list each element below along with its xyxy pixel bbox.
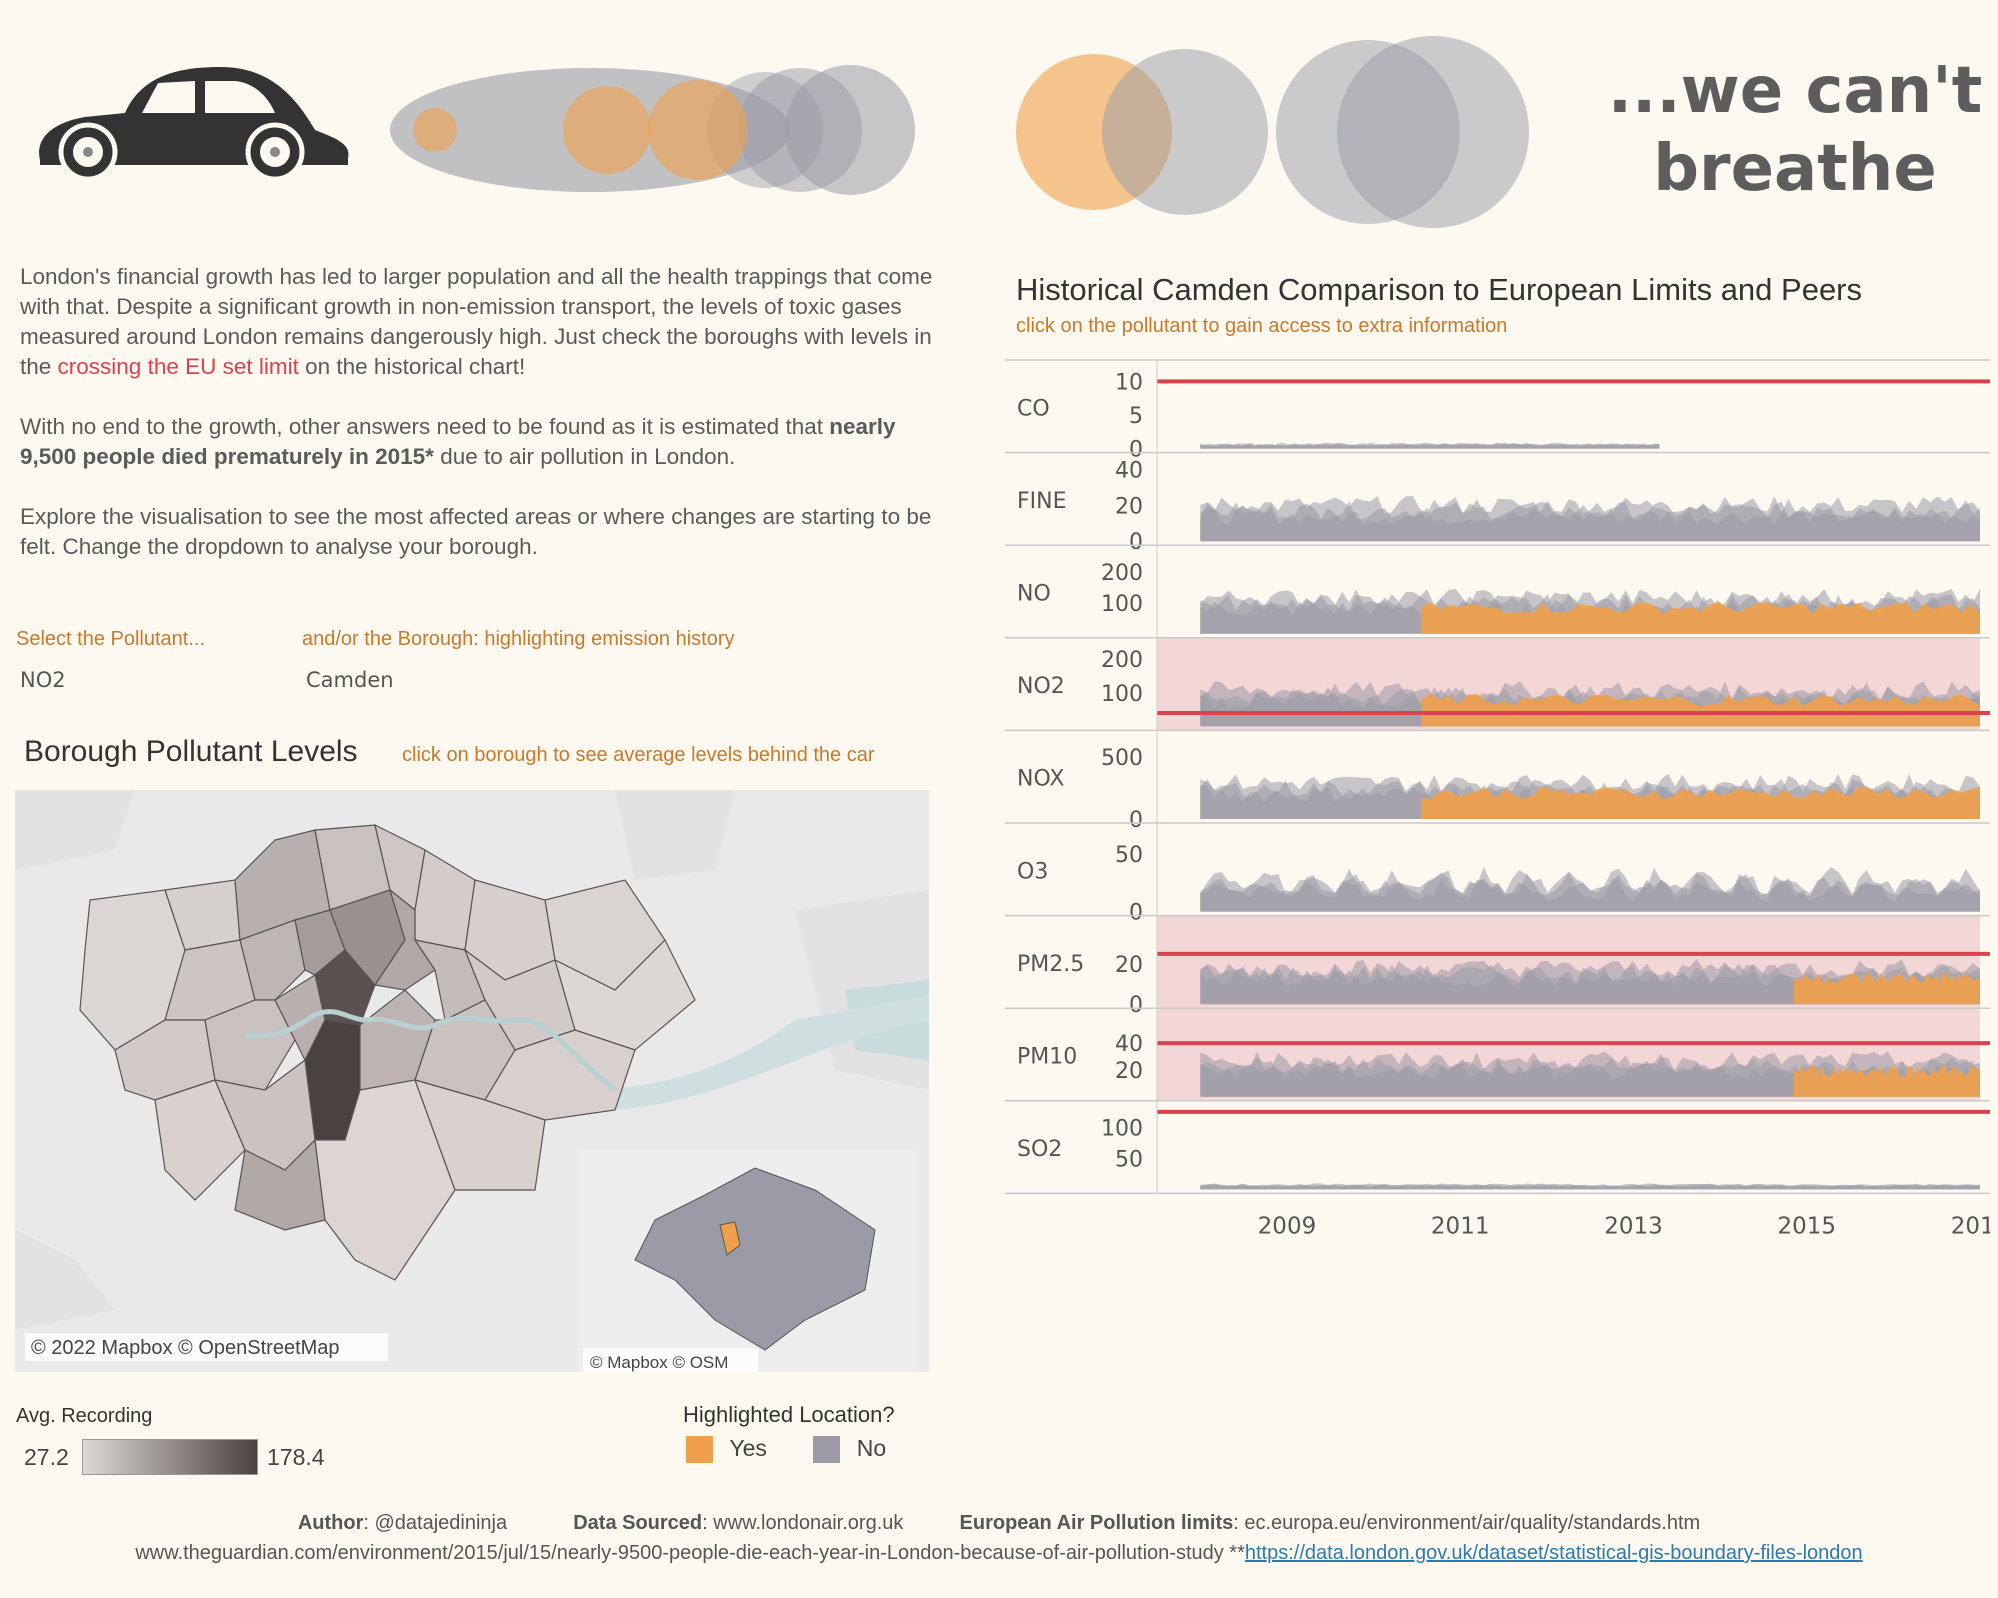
area-others-PM10: [1200, 1051, 1980, 1097]
chart-title: Historical Camden Comparison to European…: [1016, 272, 1863, 307]
panel-label-CO: CO: [1017, 396, 1050, 421]
panel-label-PM10: PM10: [1017, 1045, 1077, 1070]
y-tick-FINE: 40: [1115, 459, 1143, 484]
panel-label-O3: O3: [1017, 859, 1048, 884]
boundary-link[interactable]: https://data.london.gov.uk/dataset/stati…: [1244, 1542, 1863, 1564]
intro-paragraph-1: London's financial growth has led to lar…: [20, 262, 950, 382]
pollutant-dropdown[interactable]: NO2: [20, 668, 66, 692]
y-tick-PM10: 40: [1115, 1032, 1143, 1057]
y-tick-NO: 100: [1101, 592, 1143, 617]
limits-value: : ec.europa.eu/environment/air/quality/s…: [1233, 1512, 1701, 1534]
yes-swatch: [686, 1436, 713, 1464]
data-value: : www.londonair.org.uk: [702, 1512, 904, 1534]
legend-min: 27.2: [24, 1444, 69, 1470]
exhaust-bubbles: [390, 65, 915, 195]
legend-max: 178.4: [267, 1444, 325, 1470]
y-tick-NO2: 200: [1101, 648, 1143, 673]
pollutant-label: Select the Pollutant...: [16, 628, 206, 650]
highlight-legend: Yes No: [686, 1435, 887, 1464]
panel-label-FINE: FINE: [1017, 489, 1067, 514]
historical-chart[interactable]: CO1050FINE40200NO200100NO2200100NOX5000O…: [1005, 355, 1990, 1490]
limits-label: European Air Pollution limits: [959, 1512, 1234, 1534]
legend-gradient: [82, 1439, 258, 1475]
data-label: Data Sourced: [573, 1512, 703, 1534]
legend-yes: Yes: [729, 1435, 767, 1461]
y-tick-FINE: 0: [1129, 530, 1143, 555]
y-tick-PM2.5: 0: [1129, 993, 1143, 1018]
area-others-FINE: [1200, 496, 1980, 542]
intro-p1-b: on the historical chart!: [298, 354, 526, 379]
panel-label-NO2: NO2: [1017, 674, 1065, 699]
area-highlight-PM10: [1793, 1064, 1980, 1097]
intro-p2-bold: nearly 9,500 people died prematurely in …: [20, 414, 896, 469]
area-highlight-NO: [1421, 601, 1980, 634]
panel-label-NOX: NOX: [1017, 767, 1064, 792]
guardian-reference: www.theguardian.com/environment/2015/jul…: [135, 1542, 1245, 1564]
area-highlight-NO2: [1421, 694, 1980, 727]
intro-p1-a: London's financial growth has led to lar…: [20, 264, 933, 379]
x-tick-2011: 2011: [1431, 1213, 1490, 1239]
y-tick-NO2: 100: [1101, 682, 1143, 707]
x-tick-2017: 2017: [1951, 1213, 1990, 1239]
x-tick-2013: 2013: [1604, 1213, 1663, 1239]
y-tick-CO: 10: [1115, 370, 1143, 395]
footer-links: www.theguardian.com/environment/2015/jul…: [0, 1542, 1998, 1565]
area-others-CO: [1200, 442, 1660, 449]
borough-label: and/or the Borough: highlighting emissio…: [302, 628, 735, 650]
panel-label-NO: NO: [1017, 582, 1051, 607]
page-title: ...we can't breathe: [1560, 52, 1998, 208]
inset-attribution: © Mapbox © OSM: [590, 1353, 728, 1372]
area-others-PM2.5: [1200, 958, 1980, 1005]
intro-p2-b: due to air pollution in London.: [433, 444, 736, 469]
intro-text: London's financial growth has led to lar…: [20, 262, 950, 592]
author-label: Author: [297, 1512, 364, 1534]
title-line-1: ...we can't: [1607, 54, 1983, 128]
y-tick-CO: 5: [1129, 404, 1143, 429]
area-others-O3: [1200, 866, 1980, 912]
map-title: Borough Pollutant Levels: [24, 735, 358, 768]
y-tick-PM2.5: 20: [1115, 953, 1143, 978]
x-tick-2015: 2015: [1777, 1213, 1836, 1239]
y-tick-O3: 0: [1129, 901, 1143, 926]
panel-label-PM2.5: PM2.5: [1017, 952, 1084, 977]
legend-title: Avg. Recording: [16, 1405, 153, 1427]
chart-subtitle: click on the pollutant to gain access to…: [1016, 315, 1508, 337]
intro-p2-a: With no end to the growth, other answers…: [20, 414, 830, 439]
y-tick-O3: 50: [1115, 843, 1143, 868]
panel-label-SO2: SO2: [1017, 1137, 1062, 1162]
y-tick-NOX: 500: [1101, 746, 1143, 771]
highlight-legend-title: Highlighted Location?: [683, 1402, 895, 1427]
title-line-2: breathe: [1653, 132, 1937, 206]
area-others-SO2: [1200, 1183, 1980, 1190]
borough-map[interactable]: © 2022 Mapbox © OpenStreetMap © Mapbox ©…: [15, 790, 929, 1372]
no-swatch: [813, 1436, 841, 1464]
borough-dropdown[interactable]: Camden: [306, 668, 394, 692]
intro-paragraph-2: With no end to the growth, other answers…: [20, 412, 950, 472]
y-tick-PM10: 20: [1115, 1059, 1143, 1084]
y-tick-NOX: 0: [1129, 808, 1143, 833]
intro-paragraph-3: Explore the visualisation to see the mos…: [20, 504, 932, 559]
y-tick-SO2: 50: [1115, 1147, 1143, 1172]
y-tick-CO: 0: [1129, 438, 1143, 463]
author-value: : @datajedininja: [363, 1512, 508, 1534]
map-hint: click on borough to see average levels b…: [402, 744, 875, 766]
area-highlight-PM2.5: [1793, 972, 1980, 1005]
x-tick-2009: 2009: [1258, 1213, 1317, 1239]
footer-credits: Author: @datajedininja Data Sourced: www…: [0, 1512, 1998, 1535]
area-highlight-NOX: [1421, 786, 1980, 819]
pollution-circles: [1016, 36, 1529, 228]
eu-limit-link: crossing the EU set limit: [57, 354, 299, 379]
map-attribution: © 2022 Mapbox © OpenStreetMap: [31, 1337, 340, 1359]
y-tick-SO2: 100: [1101, 1116, 1143, 1141]
y-tick-NO: 200: [1101, 561, 1143, 586]
legend-no: No: [856, 1435, 887, 1461]
y-tick-FINE: 20: [1115, 494, 1143, 519]
car-icon: [39, 67, 349, 182]
